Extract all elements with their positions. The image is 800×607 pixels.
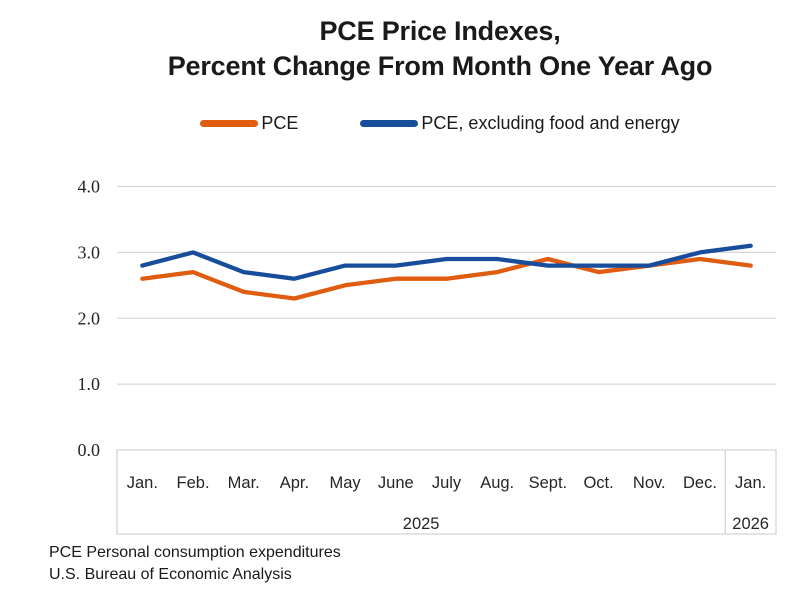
x-tick-label: Jan. bbox=[735, 474, 766, 492]
legend-item-pce: PCE bbox=[200, 113, 298, 134]
chart-footnotes: PCE Personal consumption expenditures U.… bbox=[49, 542, 341, 586]
core-pce-line-swatch-icon bbox=[360, 119, 419, 127]
x-tick-label: June bbox=[378, 474, 414, 492]
chart-title: PCE Price Indexes, Percent Change From M… bbox=[70, 14, 800, 84]
footnote-source: U.S. Bureau of Economic Analysis bbox=[49, 566, 292, 583]
x-tick-label: July bbox=[432, 474, 462, 492]
chart-title-line-2: Percent Change From Month One Year Ago bbox=[167, 51, 713, 81]
x-tick-label: Aug. bbox=[480, 474, 514, 492]
y-tick-label: 0.0 bbox=[78, 440, 101, 460]
x-tick-label: Apr. bbox=[280, 474, 309, 492]
chart-title-line-1: PCE Price Indexes, bbox=[319, 16, 561, 46]
legend-item-core-pce: PCE, excluding food and energy bbox=[360, 112, 680, 134]
footnote-pce-definition: PCE Personal consumption expenditures bbox=[49, 544, 341, 561]
y-tick-label: 3.0 bbox=[78, 242, 101, 262]
year-label: 2025 bbox=[403, 515, 440, 533]
pce-line-swatch-icon bbox=[200, 119, 259, 127]
y-tick-label: 4.0 bbox=[78, 177, 101, 197]
series-line-core-pce bbox=[140, 243, 753, 281]
x-axis-box bbox=[116, 449, 777, 535]
y-tick-label: 1.0 bbox=[78, 374, 101, 394]
y-tick-label: 2.0 bbox=[78, 308, 101, 328]
x-tick-label: Jan. bbox=[127, 474, 158, 492]
x-tick-label: Feb. bbox=[177, 474, 210, 492]
legend-label-pce: PCE bbox=[261, 112, 299, 133]
legend-label-core-pce: PCE, excluding food and energy bbox=[421, 112, 680, 133]
x-tick-label: Dec. bbox=[683, 474, 717, 492]
x-tick-label: May bbox=[330, 474, 362, 492]
chart-legend: PCE PCE, excluding food and energy bbox=[70, 110, 800, 136]
x-tick-label: Nov. bbox=[633, 474, 666, 492]
year-label: 2026 bbox=[732, 515, 769, 533]
x-tick-label: Sept. bbox=[529, 474, 568, 492]
x-tick-label: Oct. bbox=[583, 474, 613, 492]
x-tick-label: Mar. bbox=[228, 474, 260, 492]
